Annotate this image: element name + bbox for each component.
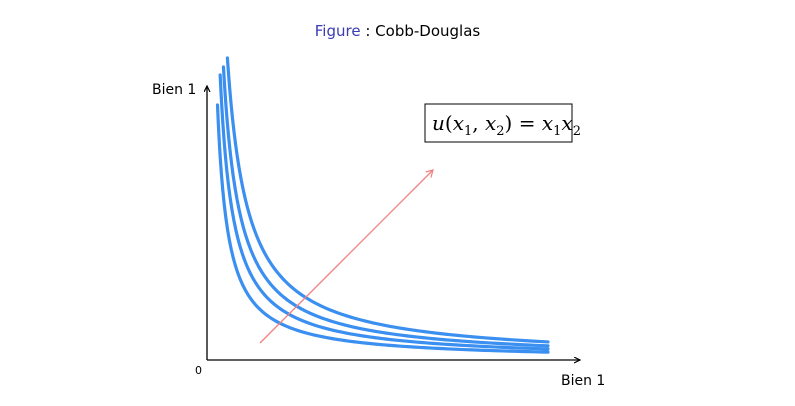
formula-rhs-x2: x [561, 111, 572, 135]
formula-rhs-sub1: 1 [553, 124, 561, 139]
indifference-curve-4 [225, 56, 550, 344]
indifference-curve-3 [221, 65, 550, 348]
indifference-curves [215, 56, 550, 354]
formula-x1: x [453, 111, 464, 135]
formula-u: u [432, 111, 445, 135]
formula-equals: = [519, 111, 536, 135]
formula-open-paren: ( [445, 111, 453, 135]
formula-box [424, 103, 573, 143]
figure-label: Figure [314, 22, 361, 40]
formula-sub1: 1 [464, 124, 472, 139]
origin-label: 0 [195, 364, 202, 377]
formula-rhs-sub2: 2 [573, 124, 581, 139]
formula-x2: x [485, 111, 496, 135]
indifference-curve-2 [218, 73, 550, 351]
utility-formula: u(x1, x2) = x1x2 [432, 111, 581, 139]
figure-title: Figure : Cobb-Douglas [0, 22, 795, 40]
indifference-curve-1 [215, 103, 550, 354]
figure-separator: : [360, 22, 376, 40]
formula-close-paren: ) [505, 111, 519, 135]
y-axis-label: Bien 1 [152, 82, 196, 98]
utility-direction-arrow [259, 170, 433, 344]
x-axis-label: Bien 1 [561, 373, 605, 389]
formula-rhs-x1: x [542, 111, 553, 135]
figure-title-text: Cobb-Douglas [375, 22, 481, 40]
formula-comma: , [472, 111, 485, 135]
formula-sub2: 2 [496, 124, 504, 139]
